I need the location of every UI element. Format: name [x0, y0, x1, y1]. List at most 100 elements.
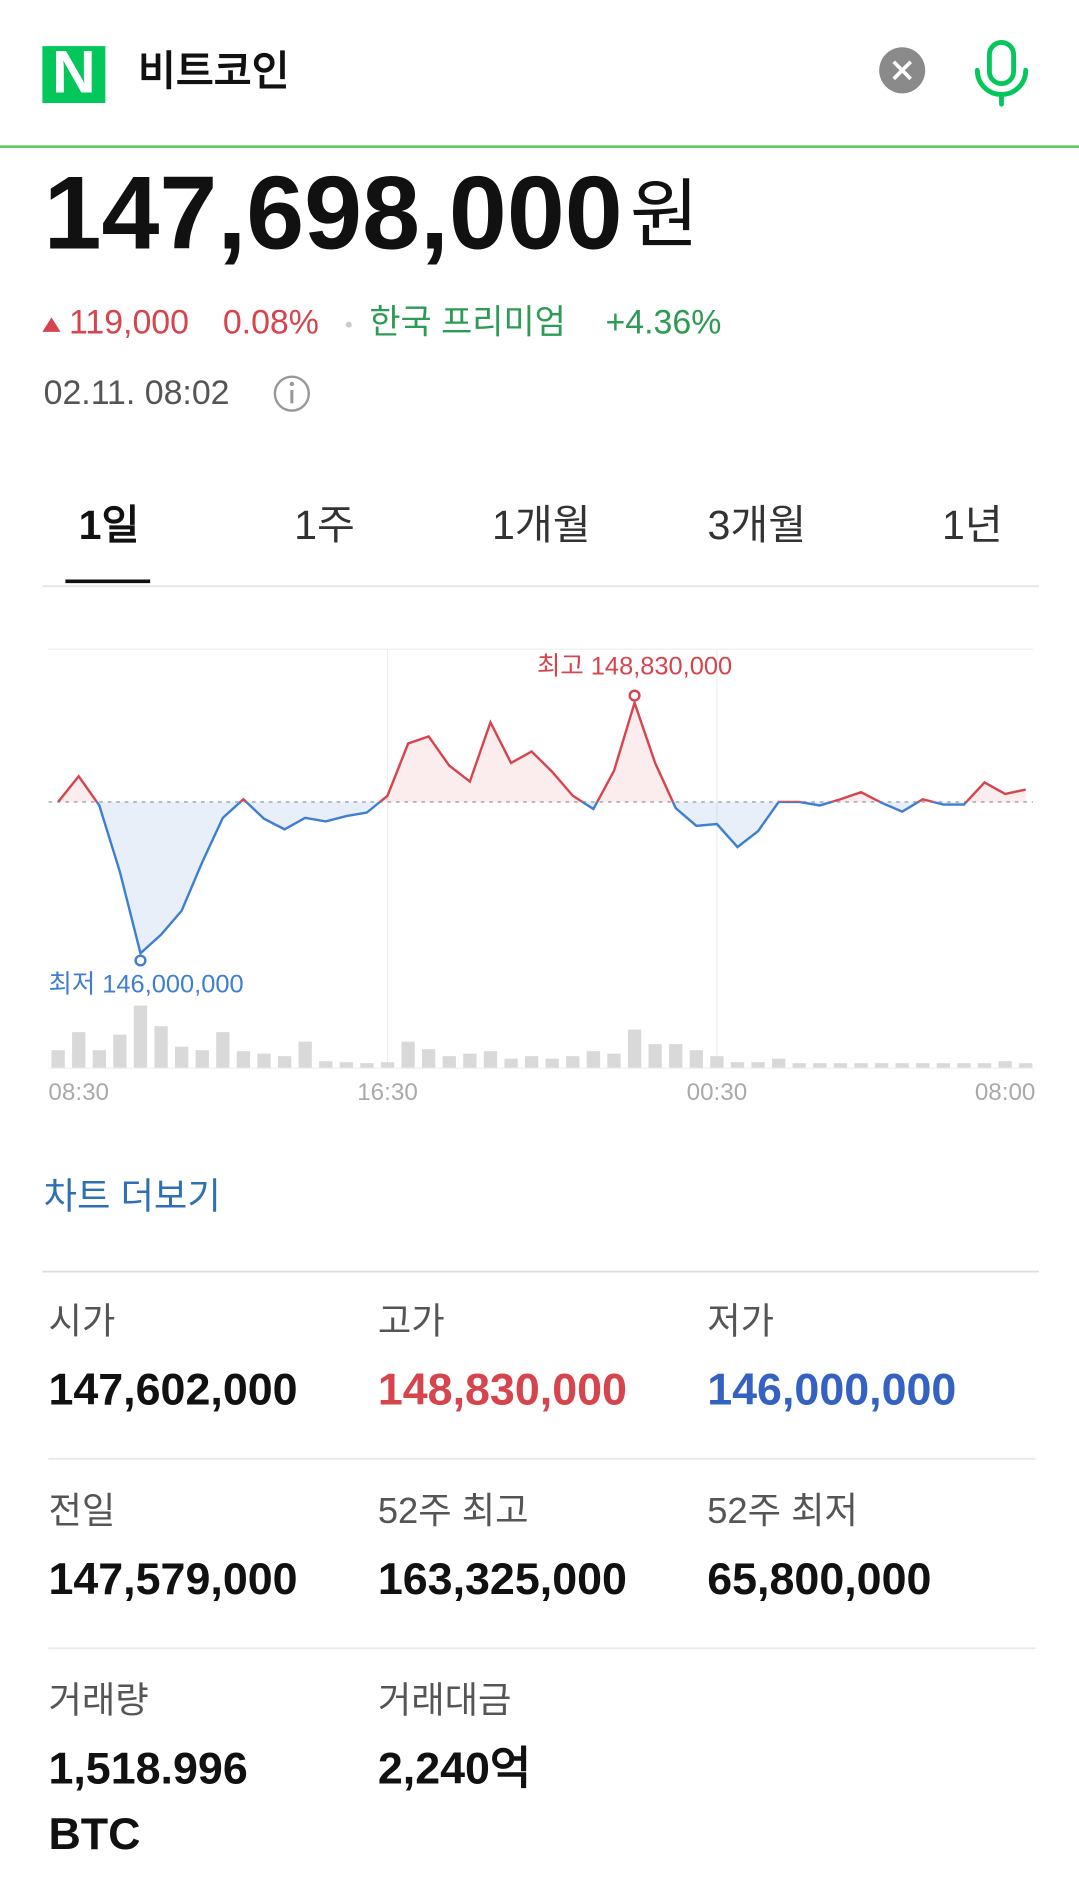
- line-above: [57, 698, 1026, 802]
- stat-value: 147,602,000: [48, 1365, 297, 1415]
- volume-bar: [339, 1062, 354, 1069]
- price-value: 147,698,000: [44, 155, 623, 271]
- stat-label: 고가: [378, 1300, 445, 1341]
- price-unit: 원: [630, 172, 699, 256]
- x-tick-label: 16:30: [357, 1079, 418, 1106]
- tab[interactable]: 3개월: [708, 502, 807, 548]
- x-tick-label: 08:30: [48, 1079, 109, 1106]
- volume-bar: [977, 1063, 992, 1069]
- volume-bar: [874, 1063, 889, 1069]
- voice-button[interactable]: [974, 40, 1029, 107]
- volume-bar: [998, 1061, 1012, 1069]
- volume-bar: [442, 1056, 456, 1069]
- volume-bar: [669, 1044, 683, 1069]
- volume-bar: [154, 1026, 168, 1069]
- volume-bar: [689, 1050, 703, 1069]
- volume-bar: [195, 1050, 209, 1069]
- volume-bar: [627, 1029, 642, 1069]
- high-marker: [628, 689, 641, 702]
- volume-bar: [916, 1063, 930, 1069]
- volume-bar: [257, 1053, 271, 1069]
- volume-bar: [813, 1063, 827, 1069]
- tab[interactable]: 1년: [942, 502, 1003, 548]
- volume-bar: [504, 1058, 518, 1069]
- stat-value: 148,830,000: [378, 1365, 627, 1415]
- tab[interactable]: 1주: [294, 502, 355, 548]
- stat-value: 65,800,000: [707, 1554, 931, 1604]
- volume-bar: [174, 1046, 189, 1069]
- low-label: 최저 146,000,000: [48, 971, 243, 999]
- stat-value: 1,518.996: [48, 1744, 247, 1794]
- logo[interactable]: N: [52, 37, 96, 105]
- volume-bar: [648, 1044, 662, 1069]
- stat-label: 52주 최저: [707, 1490, 858, 1531]
- volume-bar: [277, 1056, 292, 1069]
- volume-bar: [524, 1056, 539, 1069]
- up-arrow: [42, 317, 61, 332]
- timestamp: 02.11. 08:02: [44, 374, 230, 412]
- volume-bar: [1019, 1063, 1033, 1069]
- tab[interactable]: 1개월: [492, 502, 591, 548]
- volume-bar: [895, 1063, 909, 1069]
- volume-bar: [380, 1062, 395, 1069]
- stat-value: 147,579,000: [48, 1554, 297, 1604]
- area-below: [58, 801, 1026, 954]
- x-tick-label: 00:30: [687, 1079, 748, 1106]
- volume-bar: [113, 1034, 127, 1069]
- volume-bar: [319, 1061, 333, 1069]
- high-label: 최고 148,830,000: [537, 652, 732, 680]
- volume-bar: [710, 1056, 724, 1069]
- volume-bar: [401, 1041, 415, 1069]
- stat-label: 거래량: [48, 1679, 148, 1720]
- change-amount: 119,000: [69, 304, 189, 342]
- volume-bar: [936, 1063, 951, 1069]
- volume-bar: [422, 1049, 436, 1069]
- stat-label: 시가: [48, 1300, 115, 1341]
- price: 147,698,000 원: [44, 155, 699, 271]
- stat-unit: BTC: [48, 1809, 140, 1859]
- low-marker: [134, 954, 147, 967]
- stat-label: 전일: [48, 1490, 115, 1531]
- search-query[interactable]: 비트코인: [138, 48, 289, 94]
- stat-value: 163,325,000: [378, 1554, 627, 1604]
- volume-bar: [854, 1063, 868, 1069]
- info-icon[interactable]: [273, 375, 311, 412]
- volume-bar: [236, 1051, 251, 1069]
- area-above: [58, 702, 1026, 802]
- volume-bar: [566, 1056, 580, 1069]
- separator: [345, 321, 352, 328]
- volume-bar: [133, 1005, 148, 1069]
- volume-bar: [833, 1063, 848, 1069]
- volume-bar: [751, 1062, 765, 1069]
- volume-bar: [360, 1063, 374, 1069]
- volume-bar: [545, 1058, 559, 1069]
- clear-button[interactable]: [879, 47, 926, 94]
- logo-box[interactable]: [42, 46, 106, 104]
- change-percent: 0.08%: [223, 304, 319, 342]
- volume-bar: [586, 1051, 601, 1069]
- stat-label: 저가: [707, 1300, 774, 1341]
- volume-bar: [463, 1053, 477, 1069]
- volume-bar: [216, 1032, 230, 1069]
- stat-label: 52주 최고: [378, 1490, 529, 1531]
- volume-bar: [792, 1063, 806, 1069]
- volume-bar: [483, 1051, 498, 1069]
- volume-bar: [298, 1041, 312, 1069]
- volume-bar: [772, 1058, 786, 1069]
- volume-bar: [607, 1053, 621, 1069]
- line-below: [58, 801, 969, 956]
- volume-bar: [957, 1063, 971, 1069]
- tab[interactable]: 1일: [79, 502, 140, 548]
- volume-bar: [72, 1032, 86, 1069]
- chart: 08:30 16:30 00:30 08:00 최고 148,830,000 최저 146…: [48, 649, 1035, 1106]
- stat-value: 146,000,000: [707, 1365, 956, 1415]
- premium-label: 한국 프리미엄: [369, 304, 566, 342]
- volume-bar: [92, 1050, 106, 1069]
- volume-bar: [51, 1050, 65, 1069]
- chart-more-link[interactable]: 차트 더보기: [44, 1176, 221, 1217]
- volume-bar: [730, 1062, 745, 1069]
- x-tick-label: 08:00: [975, 1079, 1036, 1106]
